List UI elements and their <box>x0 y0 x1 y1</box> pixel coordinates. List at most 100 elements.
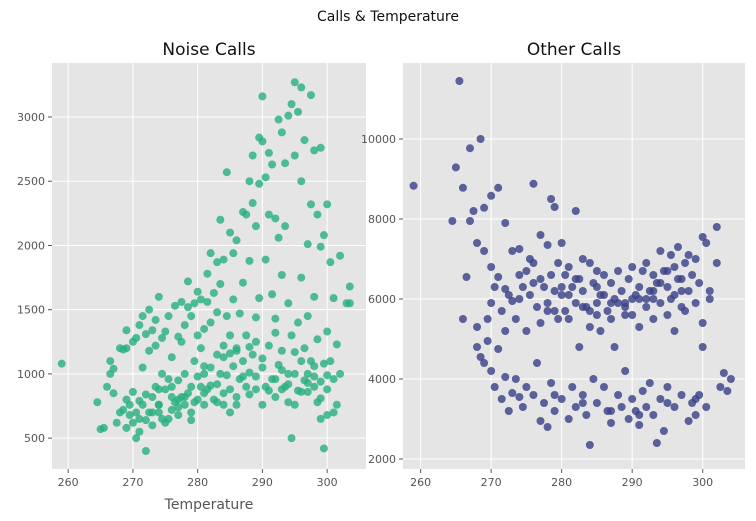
scatter-point <box>281 159 290 168</box>
scatter-point <box>511 315 520 323</box>
scatter-point <box>193 331 202 340</box>
scatter-point <box>329 375 338 384</box>
scatter-point <box>294 107 303 116</box>
scatter-point <box>271 214 280 223</box>
scatter-point <box>167 382 176 391</box>
scatter-point <box>306 200 315 209</box>
scatter-point <box>497 395 506 403</box>
scatter-point <box>180 321 189 330</box>
scatter-point <box>242 210 251 219</box>
scatter-point <box>264 386 273 395</box>
scatter-point <box>501 285 510 293</box>
other-calls-panel: 260 270 280 290 300 2000 4000 6000 8000 10000 Othe… <box>361 40 745 489</box>
scatter-point <box>297 177 306 186</box>
scatter-point <box>582 411 591 419</box>
scatter-point <box>515 295 524 303</box>
scatter-point <box>515 245 524 253</box>
scatter-point <box>614 267 623 275</box>
y-tick-label: 8000 <box>368 213 396 226</box>
scatter-point <box>698 233 707 241</box>
scatter-point <box>251 337 260 346</box>
scatter-point <box>277 270 286 279</box>
scatter-point <box>624 275 633 283</box>
scatter-point <box>287 434 296 443</box>
x-tick-label: 280 <box>551 476 572 489</box>
scatter-point <box>222 371 231 380</box>
y-tick-label: 1000 <box>17 368 45 381</box>
scatter-point <box>677 303 686 311</box>
scatter-point <box>504 291 513 299</box>
scatter-point <box>206 249 215 258</box>
scatter-point <box>536 319 545 327</box>
scatter-point <box>670 327 679 335</box>
scatter-point <box>712 223 721 231</box>
scatter-point <box>281 222 290 231</box>
scatter-point <box>323 371 332 380</box>
scatter-point <box>490 383 499 391</box>
scatter-point <box>258 137 267 146</box>
scatter-point <box>726 375 735 383</box>
x-tick-label: 260 <box>58 476 79 489</box>
scatter-point <box>187 312 196 321</box>
scatter-point <box>284 398 293 407</box>
scatter-point <box>529 391 538 399</box>
scatter-point <box>642 295 651 303</box>
y-tick-label: 4000 <box>368 373 396 386</box>
scatter-point <box>132 408 141 417</box>
scatter-point <box>691 299 700 307</box>
scatter-point <box>161 385 170 394</box>
scatter-point <box>529 259 538 267</box>
scatter-point <box>245 390 254 399</box>
scatter-point <box>138 312 147 321</box>
scatter-point <box>294 318 303 327</box>
scatter-point <box>187 382 196 391</box>
scatter-point <box>145 305 154 314</box>
x-tick-label: 270 <box>122 476 143 489</box>
scatter-point <box>624 415 633 423</box>
scatter-point <box>504 407 513 415</box>
scatter-point <box>554 259 563 267</box>
scatter-point <box>316 394 325 403</box>
scatter-point <box>164 312 173 321</box>
scatter-point <box>603 307 612 315</box>
scatter-point <box>248 350 257 359</box>
y-tick-label: 2000 <box>368 453 396 466</box>
scatter-point <box>103 382 112 391</box>
scatter-point <box>255 179 264 188</box>
scatter-point <box>557 239 566 247</box>
scatter-point <box>277 128 286 137</box>
scatter-point <box>200 362 209 371</box>
scatter-point <box>287 331 296 340</box>
scatter-point <box>290 400 299 409</box>
scatter-point <box>547 271 556 279</box>
scatter-point <box>649 287 658 295</box>
scatter-point <box>332 400 341 409</box>
scatter-point <box>329 294 338 303</box>
scatter-point <box>465 217 474 225</box>
scatter-point <box>691 255 700 263</box>
chart-title: Other Calls <box>527 40 621 60</box>
scatter-point <box>705 287 714 295</box>
scatter-point <box>148 326 157 335</box>
scatter-point <box>610 343 619 351</box>
scatter-point <box>290 78 299 87</box>
scatter-point <box>547 379 556 387</box>
scatter-point <box>206 318 215 327</box>
scatter-point <box>287 100 296 109</box>
scatter-point <box>635 323 644 331</box>
scatter-point <box>132 333 141 342</box>
scatter-point <box>677 391 686 399</box>
scatter-point <box>592 311 601 319</box>
scatter-point <box>592 399 601 407</box>
scatter-point <box>557 291 566 299</box>
scatter-point <box>180 393 189 402</box>
scatter-point <box>242 382 251 391</box>
scatter-point <box>158 333 167 342</box>
scatter-point <box>310 362 319 371</box>
scatter-point <box>255 294 264 303</box>
scatter-point <box>258 92 267 101</box>
scatter-point <box>277 366 286 375</box>
noise-calls-panel: 260 270 280 290 300 500 1000 1500 2000 2500 3000 No… <box>17 40 366 513</box>
scatter-point <box>554 315 563 323</box>
scatter-point <box>122 344 131 353</box>
